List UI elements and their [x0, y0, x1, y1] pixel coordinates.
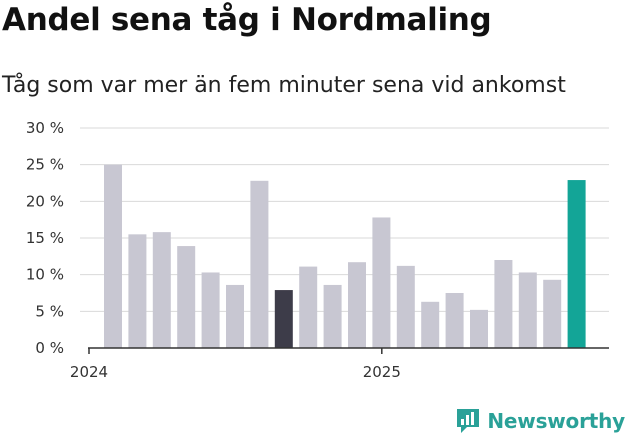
y-tick-label: 5 % — [35, 302, 64, 320]
brand-logo: Newsworthy — [455, 403, 625, 439]
bar-2024-01 — [104, 164, 122, 348]
bar-2024-05 — [201, 272, 220, 348]
y-tick-label: 25 % — [26, 156, 64, 174]
bar-2024-08 — [274, 290, 293, 348]
bar-2025-02 — [421, 301, 440, 348]
bar-2025-05 — [494, 260, 513, 348]
bar-2024-06 — [226, 284, 244, 348]
bar-2024-07 — [250, 180, 269, 348]
brand-name: Newsworthy — [487, 409, 625, 433]
bar-2024-03 — [152, 232, 171, 348]
bar-2025-03 — [445, 293, 464, 348]
bar-2024-12 — [372, 217, 391, 348]
y-tick-label: 20 % — [26, 192, 64, 210]
bar-2024-04 — [177, 246, 196, 348]
bar-2025-04 — [470, 309, 488, 348]
bar-2025-07 — [543, 279, 562, 348]
newsworthy-logo-icon — [457, 409, 480, 433]
y-tick-label: 15 % — [26, 229, 64, 247]
bar-2024-02 — [128, 234, 147, 348]
y-tick-label: 10 % — [26, 266, 64, 284]
bar-2025-01 — [396, 265, 415, 348]
bar-2024-09 — [299, 266, 318, 348]
y-axis-ticks: 0 % 5 % 10 % 15 % 20 % 25 % 30 % — [26, 119, 64, 357]
x-axis-ticks: 2024 2025 — [70, 348, 401, 381]
chart-title: Andel sena tåg i Nordmaling — [2, 2, 492, 38]
bars — [104, 164, 586, 348]
x-tick-label: 2024 — [70, 363, 108, 381]
bar-2025-06 — [518, 272, 537, 348]
chart-subtitle: Tåg som var mer än fem minuter sena vid … — [2, 73, 566, 98]
y-tick-label: 30 % — [26, 119, 64, 137]
bar-2024-11 — [348, 262, 366, 348]
y-tick-label: 0 % — [35, 339, 64, 357]
x-tick-label: 2025 — [363, 363, 401, 381]
bar-2024-10 — [323, 284, 342, 348]
bar-2025-08 — [567, 180, 586, 348]
